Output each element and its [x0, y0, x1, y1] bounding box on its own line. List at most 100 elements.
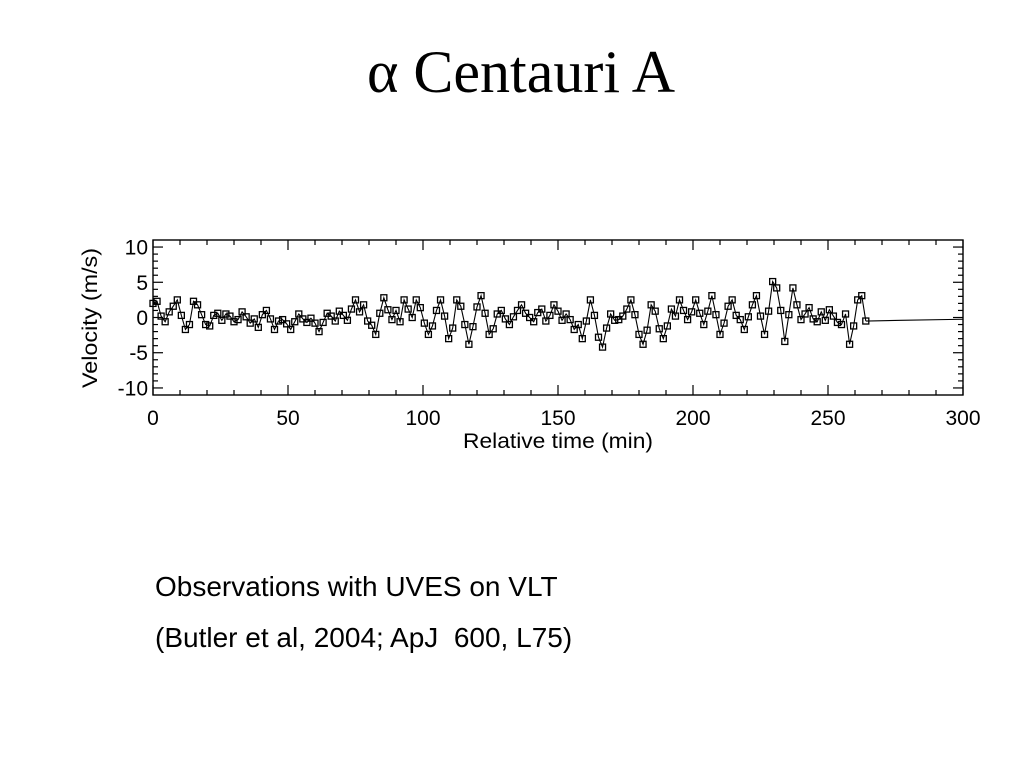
trailing-line	[865, 318, 964, 322]
data-point	[841, 310, 850, 318]
data-point	[234, 315, 242, 324]
data-point	[210, 311, 218, 320]
data-point	[420, 319, 429, 327]
data-point	[769, 277, 777, 286]
plot-frame	[152, 239, 964, 396]
data-point	[440, 312, 449, 320]
data-point	[805, 303, 813, 312]
data-point	[384, 306, 392, 314]
data-point	[193, 301, 202, 309]
data-point	[619, 312, 627, 320]
data-point	[724, 302, 732, 310]
x-tick-label: 150	[540, 407, 575, 430]
data-point	[307, 314, 315, 322]
data-point	[663, 322, 671, 330]
data-point	[197, 311, 206, 319]
data-point	[449, 324, 457, 332]
data-point	[388, 315, 396, 324]
data-point	[744, 313, 752, 321]
data-point	[785, 311, 793, 319]
data-point	[607, 310, 615, 318]
data-point	[530, 318, 538, 326]
data-point	[343, 316, 352, 324]
data-layer	[149, 277, 964, 351]
data-point	[821, 316, 829, 324]
data-point	[444, 334, 453, 343]
data-point	[748, 301, 757, 309]
data-point	[570, 325, 578, 334]
data-point	[453, 296, 461, 304]
y-tick-label: 0	[136, 307, 148, 330]
data-point	[465, 340, 473, 348]
y-tick-label: 10	[125, 237, 148, 260]
data-point	[262, 306, 271, 315]
data-point	[696, 309, 704, 317]
data-point	[667, 305, 676, 313]
data-point	[258, 311, 267, 319]
data-point	[639, 340, 647, 348]
data-point	[497, 306, 505, 315]
x-tick-label: 0	[147, 407, 159, 430]
data-point	[161, 318, 169, 326]
x-tick-label: 250	[810, 407, 845, 430]
data-point	[728, 296, 736, 304]
data-point	[509, 313, 518, 321]
data-point	[303, 318, 311, 327]
data-point	[287, 325, 295, 334]
data-point	[829, 312, 838, 320]
data-point	[185, 320, 194, 329]
data-point	[376, 309, 384, 317]
x-tick-label: 200	[675, 407, 710, 430]
data-point	[756, 312, 765, 320]
caption-instrument: Observations with UVES on VLT	[155, 571, 558, 602]
data-point	[250, 315, 258, 323]
data-point	[311, 319, 319, 327]
data-point	[513, 306, 522, 315]
data-point	[562, 310, 570, 318]
data-point	[598, 343, 607, 351]
data-point	[206, 322, 214, 330]
data-point	[651, 307, 659, 315]
data-point	[177, 311, 186, 320]
x-tick-label: 100	[405, 407, 440, 430]
data-point	[837, 320, 846, 329]
y-axis-label: Velocity (m/s)	[79, 248, 102, 388]
data-point	[631, 311, 639, 319]
data-point	[679, 306, 688, 315]
data-point	[566, 315, 574, 324]
data-point	[704, 307, 712, 315]
y-tick-label: 5	[136, 272, 148, 295]
data-point	[627, 296, 635, 304]
data-point	[242, 313, 250, 321]
data-point	[270, 325, 279, 334]
data-point	[517, 301, 526, 309]
data-point	[526, 313, 534, 322]
data-point	[461, 320, 469, 329]
data-point	[218, 316, 226, 324]
data-point	[485, 330, 493, 339]
data-point	[683, 315, 692, 324]
data-point	[282, 320, 291, 328]
data-point	[489, 325, 497, 333]
data-point	[319, 318, 327, 327]
data-point	[833, 318, 842, 327]
data-point	[538, 305, 546, 313]
data-point	[339, 311, 348, 320]
data-point	[408, 313, 416, 322]
data-point	[457, 302, 465, 310]
data-point	[825, 306, 833, 314]
data-point	[363, 317, 372, 325]
data-point	[181, 325, 190, 334]
data-point	[416, 303, 424, 312]
data-point	[643, 326, 651, 334]
data-point	[266, 315, 275, 323]
data-point	[351, 296, 360, 304]
x-axis-label: Relative time (min)	[463, 430, 653, 453]
data-point	[546, 311, 554, 320]
data-point	[671, 312, 680, 320]
data-point	[226, 312, 234, 320]
data-point	[274, 317, 283, 325]
data-point	[854, 296, 862, 304]
data-point	[505, 320, 514, 329]
